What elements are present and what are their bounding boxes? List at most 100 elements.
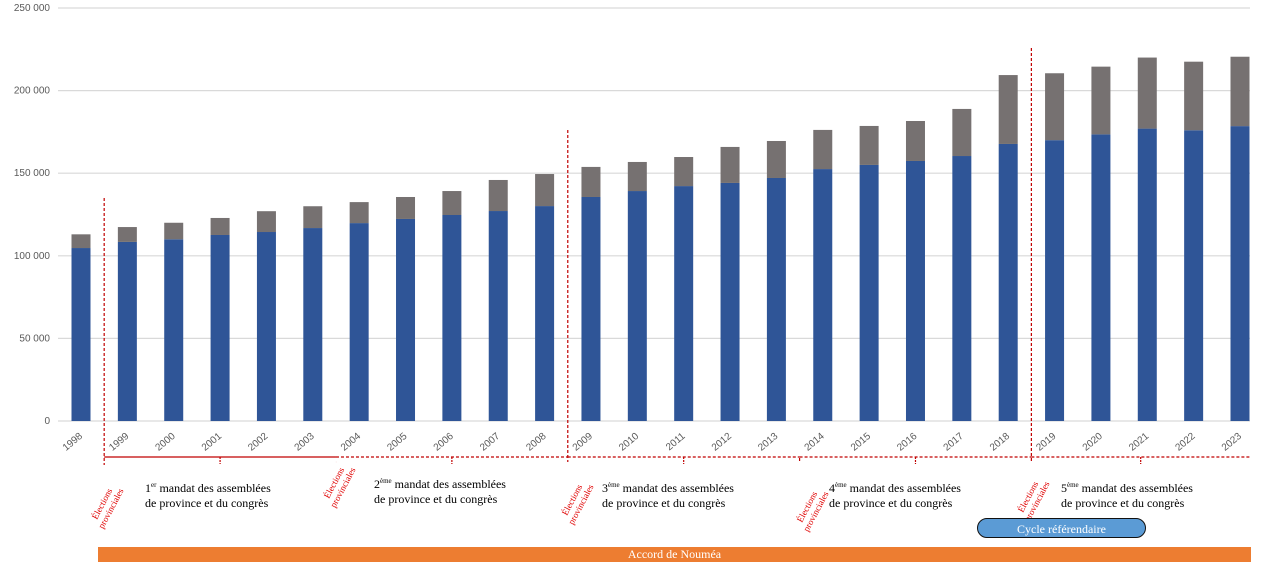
bar-segment-base: [581, 196, 601, 421]
bar-segment-supplement: [952, 108, 972, 157]
x-tick-label: 2009: [571, 431, 595, 454]
mandate-brackets: [104, 456, 1250, 464]
mandate-ordinal-suffix: ème: [380, 477, 392, 485]
bar-segment-base: [303, 228, 323, 421]
cycle-referendaire-badge: Cycle référendaire: [977, 518, 1146, 538]
x-tick-label: 2013: [756, 431, 780, 454]
bar-segment-supplement: [1184, 61, 1204, 131]
x-tick-label: 2023: [1220, 431, 1244, 454]
election-markers: [103, 48, 1032, 465]
mandate-ordinal-suffix: ème: [1067, 481, 1079, 489]
x-tick-label: 2012: [710, 431, 734, 454]
mandate-ordinal: 5: [1061, 481, 1067, 495]
mandate-label: 2ème mandat des assemblées de province et…: [374, 474, 506, 507]
y-tick-label: 0: [44, 416, 50, 427]
bar-segment-base: [488, 211, 508, 421]
bar-segment-base: [349, 223, 369, 421]
bar-segment-base: [1137, 128, 1157, 421]
bar-segment-base: [396, 218, 416, 421]
mandate-label: 4ème mandat des assemblées de province et…: [829, 478, 961, 511]
x-tick-label: 2005: [385, 431, 409, 454]
x-tick-label: 2004: [339, 431, 363, 454]
bar-segment-base: [256, 232, 276, 421]
bar-segment-base: [1091, 134, 1111, 422]
mandate-ordinal: 2: [374, 477, 380, 491]
mandate-label: 5ème mandat des assemblées de province et…: [1061, 478, 1193, 511]
mandate-label: 1er mandat des assemblées de province et …: [145, 478, 271, 511]
x-tick-label: 2014: [803, 431, 827, 454]
bar-segment-supplement: [998, 75, 1018, 144]
bar-segment-base: [1184, 130, 1204, 422]
bar-segment-supplement: [1230, 56, 1250, 127]
mandate-label-line2: de province et du congrès: [1061, 496, 1185, 510]
y-tick-label: 50 000: [19, 333, 50, 344]
y-tick-label: 250 000: [14, 3, 51, 14]
mandate-text: mandat des assemblées: [391, 477, 506, 491]
bar-segment-base: [766, 177, 786, 421]
bar-segment-supplement: [627, 161, 647, 192]
mandate-text: mandat des assemblées: [619, 481, 734, 495]
bar-segment-supplement: [117, 227, 137, 242]
x-tick-label: 1999: [107, 431, 131, 454]
bars: [71, 56, 1250, 422]
x-tick-label: 2007: [478, 431, 502, 454]
bar-segment-supplement: [71, 234, 91, 249]
x-tick-label: 2021: [1127, 431, 1151, 454]
mandate-ordinal-suffix: er: [151, 481, 157, 489]
mandate-text: mandat des assemblées: [846, 481, 961, 495]
bar-segment-supplement: [535, 174, 555, 207]
bar-segment-supplement: [1137, 57, 1157, 129]
bar-segment-base: [905, 160, 925, 421]
bar-segment-base: [1045, 140, 1065, 421]
x-tick-label: 2016: [895, 431, 919, 454]
x-tick-label: 2017: [942, 431, 966, 454]
mandate-label-line1: 4ème mandat des assemblées: [829, 478, 961, 496]
bar-segment-base: [627, 191, 647, 421]
x-tick-label: 2020: [1081, 431, 1105, 454]
x-tick-label: 2015: [849, 431, 873, 454]
bar-segment-supplement: [1091, 66, 1111, 135]
bar-segment-base: [535, 206, 555, 421]
x-tick-label: 2010: [617, 431, 641, 454]
x-tick-label: 2000: [154, 431, 178, 454]
y-axis-ticks: 0 50 000 100 000 150 000 200 000 250 000: [14, 3, 51, 427]
bar-segment-base: [442, 214, 462, 421]
bar-segment-supplement: [210, 217, 230, 235]
bar-segment-base: [71, 248, 91, 421]
y-tick-label: 200 000: [14, 86, 51, 97]
mandate-label-line2: de province et du congrès: [829, 496, 953, 510]
bar-segment-base: [998, 143, 1018, 421]
mandate-ordinal-suffix: ème: [835, 481, 847, 489]
x-tick-label: 2006: [432, 431, 456, 454]
bar-segment-base: [164, 239, 184, 421]
gridlines: [58, 7, 1250, 422]
mandate-label: 3ème mandat des assemblées de province et…: [602, 478, 734, 511]
bar-segment-supplement: [674, 157, 694, 187]
bar-segment-supplement: [442, 191, 462, 215]
mandate-text: mandat des assemblées: [156, 481, 271, 495]
accord-de-noumea-bar: Accord de Nouméa: [98, 547, 1251, 562]
mandate-label-line1: 3ème mandat des assemblées: [602, 478, 734, 496]
mandate-label-line1: 5ème mandat des assemblées: [1061, 478, 1193, 496]
bar-segment-supplement: [720, 146, 740, 183]
bar-segment-base: [720, 182, 740, 421]
bar-segment-base: [1230, 126, 1250, 422]
bar-segment-supplement: [164, 222, 184, 240]
mandate-label-line2: de province et du congrès: [145, 496, 269, 510]
x-tick-label: 1998: [61, 431, 85, 454]
bar-segment-supplement: [766, 140, 786, 178]
mandate-label-line1: 2ème mandat des assemblées: [374, 474, 506, 492]
bar-segment-supplement: [813, 129, 833, 170]
bar-segment-base: [674, 186, 694, 421]
x-tick-label: 2002: [246, 431, 270, 454]
bar-segment-base: [210, 234, 230, 421]
y-tick-label: 100 000: [14, 251, 51, 262]
mandate-ordinal: 4: [829, 481, 835, 495]
x-tick-label: 2008: [524, 431, 548, 454]
mandate-label-line2: de province et du congrès: [602, 496, 726, 510]
x-axis-ticks: 1998 1999 2000 2001 2002 2003 2004 2005 2006 2007…: [61, 431, 1244, 454]
bar-segment-base: [859, 164, 879, 421]
bar-segment-supplement: [859, 125, 879, 165]
bar-segment-supplement: [581, 166, 601, 197]
mandate-text: mandat des assemblées: [1078, 481, 1193, 495]
